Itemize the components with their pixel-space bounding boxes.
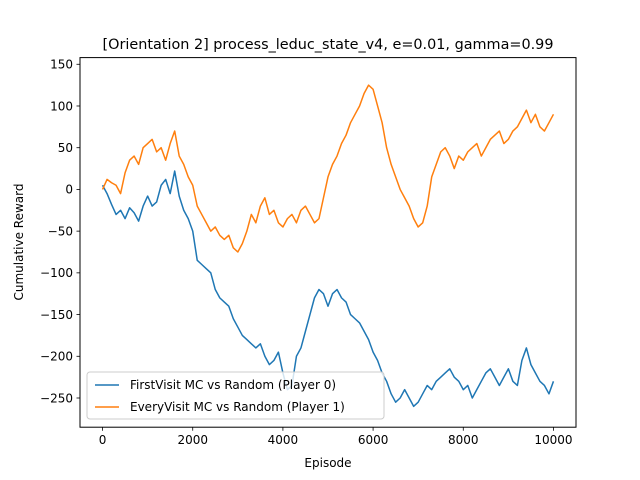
y-axis-label: Cumulative Reward (12, 184, 26, 301)
y-tick-label: 50 (58, 141, 73, 155)
y-axis: −250 −200 −150 −100 −50 0 50 100 150 (40, 58, 80, 405)
legend-label-firstvisit: FirstVisit MC vs Random (Player 0) (130, 378, 336, 392)
x-axis-label: Episode (304, 456, 351, 470)
legend-box (86, 371, 385, 420)
y-tick-label: −250 (40, 391, 73, 405)
x-axis: 0 2000 4000 6000 8000 10000 (99, 427, 573, 447)
x-tick-label: 4000 (268, 433, 299, 447)
y-tick-label: −50 (48, 224, 73, 238)
y-tick-label: 0 (65, 183, 73, 197)
x-tick-label: 6000 (358, 433, 389, 447)
x-tick-label: 8000 (448, 433, 479, 447)
y-tick-label: −200 (40, 350, 73, 364)
plot-area (101, 84, 555, 408)
y-tick-label: 150 (50, 58, 73, 72)
y-tick-label: −100 (40, 266, 73, 280)
series-line-1 (101, 84, 555, 253)
axes-frame (79, 57, 577, 428)
chart-title: [Orientation 2] process_leduc_state_v4, … (103, 37, 554, 53)
x-tick-label: 0 (99, 433, 107, 447)
series-line-0 (101, 170, 555, 408)
legend: FirstVisit MC vs Random (Player 0) Every… (86, 371, 385, 420)
y-tick-label: −150 (40, 308, 73, 322)
legend-label-everyvisit: EveryVisit MC vs Random (Player 1) (130, 400, 345, 414)
y-tick-label: 100 (50, 99, 73, 113)
x-tick-label: 2000 (177, 433, 208, 447)
x-tick-label: 10000 (534, 433, 572, 447)
